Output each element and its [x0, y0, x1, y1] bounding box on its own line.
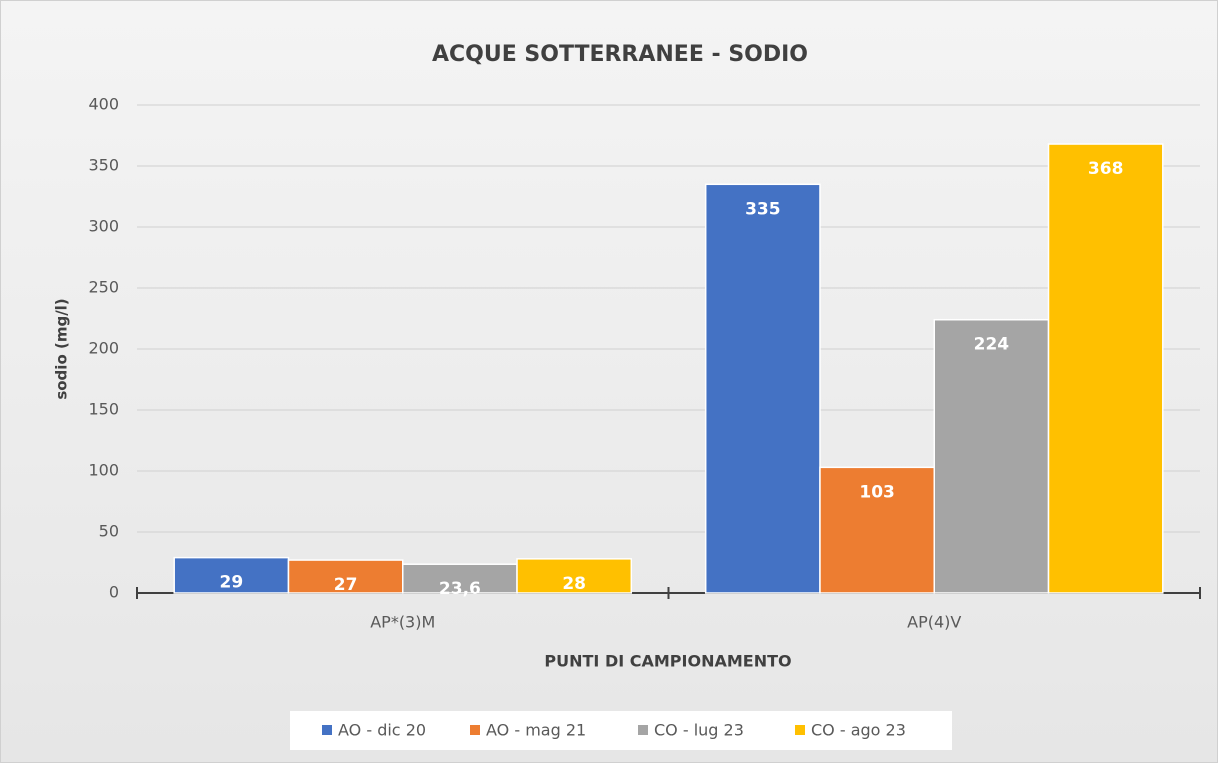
- value-label: 27: [334, 575, 358, 595]
- legend-box: [290, 711, 952, 750]
- y-tick-label: 100: [88, 461, 119, 480]
- bar: [287, 559, 404, 594]
- y-tick-label: 200: [88, 339, 119, 358]
- value-label: 368: [1088, 159, 1124, 179]
- y-tick-label: 300: [88, 217, 119, 236]
- legend-label: AO - mag 21: [486, 721, 586, 740]
- value-label: 224: [974, 335, 1010, 355]
- legend-swatch: [470, 725, 480, 735]
- bar: [173, 556, 290, 594]
- x-tick-label: AP*(3)M: [370, 613, 435, 632]
- y-tick-label: 0: [109, 583, 119, 602]
- value-label: 29: [220, 573, 244, 593]
- bar: [1047, 143, 1164, 594]
- bar: [819, 466, 935, 594]
- value-label: 23,6: [439, 579, 481, 599]
- y-tick-label: 150: [88, 400, 119, 419]
- y-tick-label: 400: [88, 95, 119, 114]
- legend-swatch: [638, 725, 648, 735]
- value-label: 335: [745, 199, 781, 219]
- legend-swatch: [795, 725, 805, 735]
- value-label: 28: [562, 574, 586, 594]
- bar: [516, 558, 633, 594]
- legend-label: CO - ago 23: [811, 721, 906, 740]
- y-axis-title: sodio (mg/l): [53, 298, 71, 399]
- y-tick-label: 50: [99, 522, 119, 541]
- y-tick-label: 250: [88, 278, 119, 297]
- legend-swatch: [322, 725, 332, 735]
- bar: [933, 318, 1050, 594]
- bar: [704, 183, 821, 594]
- legend-label: CO - lug 23: [654, 721, 744, 740]
- x-axis-title: PUNTI DI CAMPIONAMENTO: [544, 652, 791, 671]
- x-tick-label: AP(4)V: [907, 613, 961, 632]
- chart-title: ACQUE SOTTERRANEE - SODIO: [432, 42, 808, 67]
- legend-label: AO - dic 20: [338, 721, 426, 740]
- y-tick-label: 350: [88, 156, 119, 175]
- value-label: 103: [859, 482, 895, 502]
